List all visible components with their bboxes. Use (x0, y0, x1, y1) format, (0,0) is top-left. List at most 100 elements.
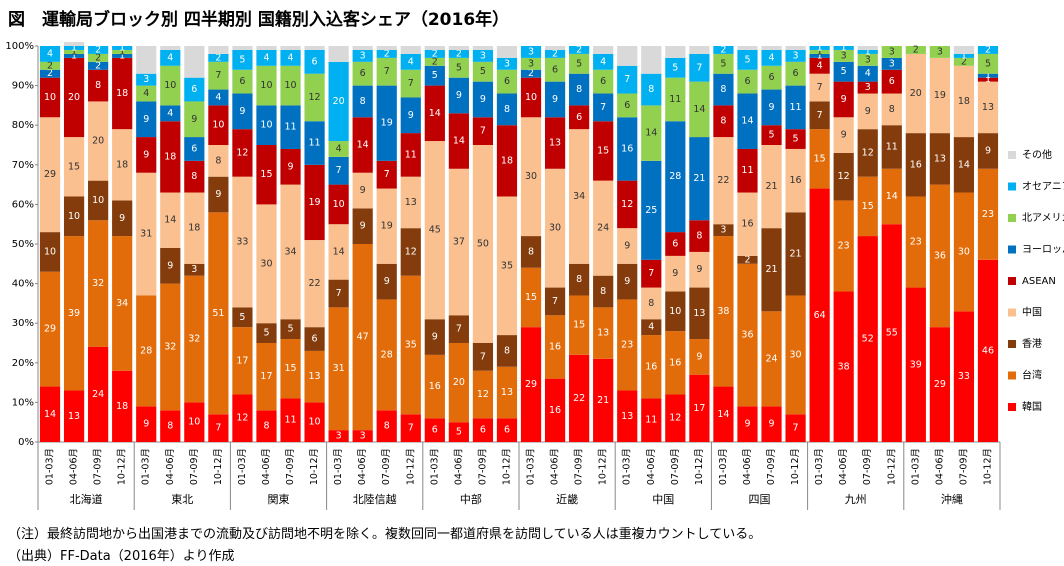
data-label: 13 (309, 371, 321, 382)
bar-segment (953, 53, 975, 58)
data-label: 31 (333, 363, 345, 374)
data-label: 14 (886, 191, 898, 202)
data-label: 11 (309, 138, 321, 149)
data-label: 28 (381, 349, 393, 360)
bar-segment (761, 49, 782, 66)
bar-segment (112, 57, 133, 130)
data-label: 8 (720, 84, 726, 95)
bar-segment (256, 204, 277, 324)
bar-segment (184, 275, 205, 403)
bar-segment (160, 49, 181, 66)
data-label: 32 (92, 278, 104, 289)
x-tick: 04-06月 (742, 448, 753, 485)
bar-segment (472, 370, 494, 419)
x-tick-label: 07-09月 (477, 448, 488, 485)
data-label: 13 (405, 197, 417, 208)
bar-segment (448, 77, 469, 114)
bar-segment (256, 323, 277, 343)
x-tick-label: 10-12月 (405, 448, 416, 485)
data-label: 7 (817, 110, 823, 121)
bar-segment (376, 46, 397, 50)
x-tick: 04-06月 (646, 448, 657, 485)
bar-segment (232, 129, 253, 177)
x-tick: 10-12月 (117, 448, 128, 485)
bar-segment (617, 93, 638, 118)
data-label: 7 (480, 126, 486, 137)
data-label: 6 (744, 76, 750, 87)
bar-segment (881, 46, 902, 58)
data-label: 9 (985, 145, 991, 156)
data-label: 11 (405, 149, 417, 160)
bar-segment (184, 160, 205, 193)
data-label: 6 (793, 68, 799, 79)
bar-segment (112, 200, 133, 237)
bar-segment (737, 255, 758, 264)
data-label: 9 (239, 106, 245, 117)
bar-segment (448, 57, 469, 78)
data-label: 30 (260, 258, 272, 269)
data-label: 10 (669, 306, 681, 317)
bar-segment (953, 192, 975, 312)
y-tick-label: 60% (12, 199, 34, 210)
data-label: 19 (934, 90, 946, 101)
data-label: 12 (838, 171, 850, 182)
data-label: 5 (432, 70, 438, 81)
bar-segment (977, 73, 999, 78)
bar-segment (953, 46, 975, 54)
data-label: 9 (480, 94, 486, 105)
data-label: 9 (769, 102, 775, 113)
data-label: 2 (432, 56, 438, 67)
x-tick-label: 01-03月 (814, 448, 825, 485)
data-label: 36 (741, 330, 753, 341)
bar-segment (689, 287, 710, 340)
data-label: 9 (360, 221, 366, 232)
data-label: 4 (263, 52, 269, 63)
data-label: 17 (236, 355, 248, 366)
x-tick-label: 10-12月 (501, 448, 512, 485)
data-label: 30 (549, 223, 561, 234)
bar-segment (617, 65, 638, 94)
data-label: 6 (576, 112, 582, 123)
data-label: 39 (910, 359, 922, 370)
bar-segment (520, 77, 542, 118)
bar-segment (304, 240, 325, 328)
data-label: 7 (624, 74, 630, 85)
data-label: 9 (769, 419, 775, 430)
bar-segment (400, 69, 421, 98)
bar-segment (208, 53, 229, 62)
bar-segment (977, 77, 999, 82)
bar-segment (39, 77, 61, 118)
data-label: 22 (717, 175, 729, 186)
bar-segment (208, 414, 229, 442)
data-label: 6 (889, 76, 895, 87)
bar-segment (376, 49, 397, 58)
data-label: 14 (693, 104, 705, 115)
bar-segment (256, 49, 277, 66)
bar-segment (809, 49, 830, 54)
chart-title: 図 運輸局ブロック別 四半期別 国籍別入込客シェア（2016年） (8, 9, 509, 30)
bar-segment (977, 168, 999, 260)
bar-segment (881, 125, 902, 169)
data-label: 10 (525, 92, 537, 103)
bar-segment (905, 287, 926, 442)
x-tick-label: 04-06月 (165, 448, 176, 485)
bar-segment (593, 53, 614, 70)
data-label: 10 (212, 120, 224, 131)
data-label: 3 (841, 50, 847, 61)
x-tick: 07-09月 (285, 448, 296, 485)
bar-segment (881, 69, 902, 94)
bar-segment (232, 327, 253, 395)
bar-segment (136, 85, 157, 102)
bar-segment (929, 133, 950, 185)
data-label: 10 (44, 246, 56, 257)
bar-segment (280, 49, 301, 66)
data-label: 12 (405, 246, 417, 257)
data-label: 6 (672, 239, 678, 250)
x-tick: 04-06月 (69, 448, 80, 485)
data-label: 7 (696, 62, 702, 73)
data-label: 34 (284, 246, 296, 257)
group-label: 九州 (845, 493, 867, 506)
bar-segment (304, 49, 325, 74)
bar-segment (496, 69, 518, 94)
group-label: 四国 (749, 493, 771, 506)
